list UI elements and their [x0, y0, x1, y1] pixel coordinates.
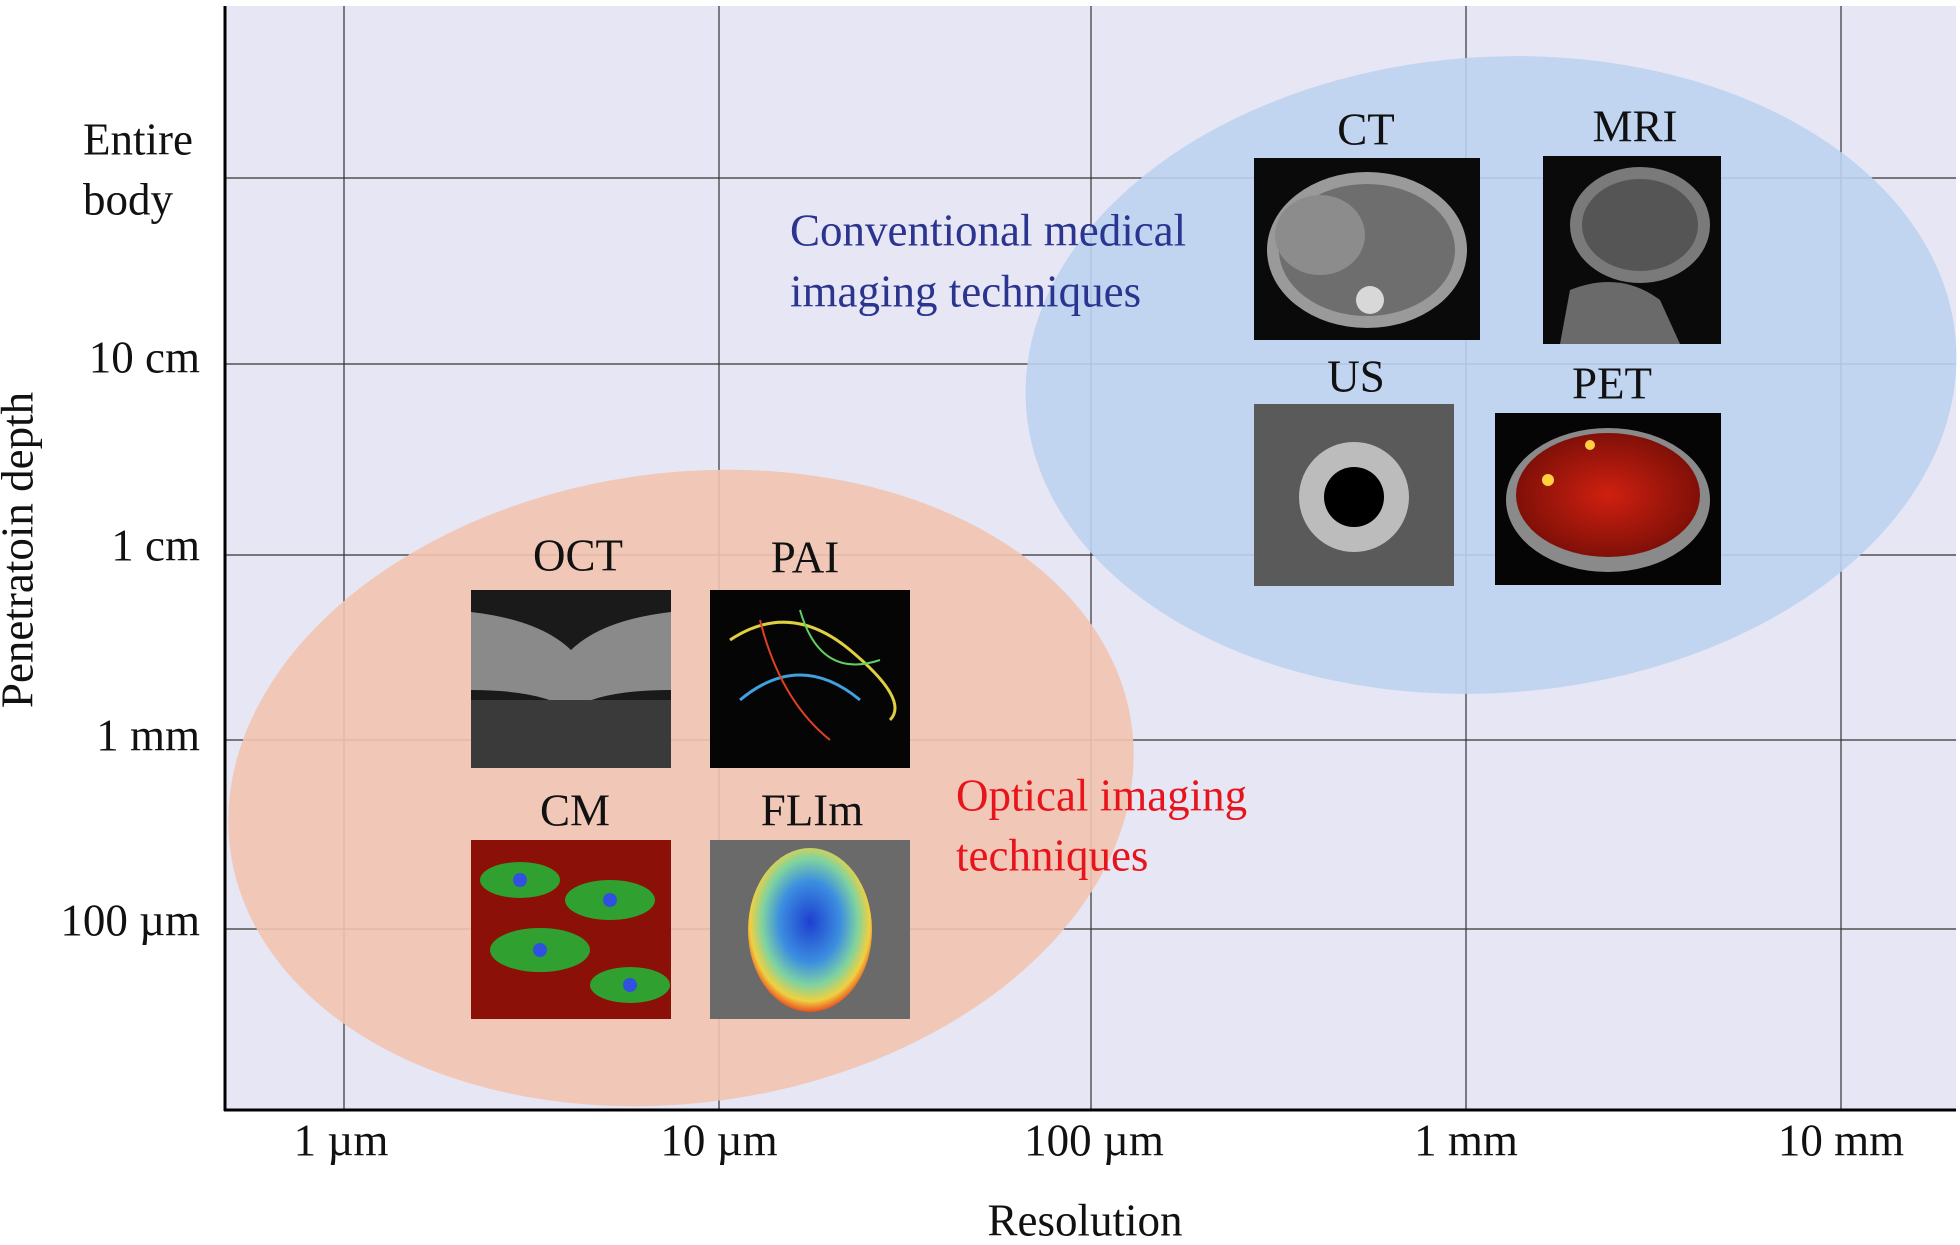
- us-image: [1254, 404, 1454, 586]
- y-tick-label: 1 cm: [111, 520, 200, 570]
- y-axis-label: Penetratoin depth: [0, 392, 42, 708]
- region-label: imaging techniques: [790, 266, 1141, 316]
- y-tick-label: 1 mm: [96, 710, 200, 760]
- x-tick-label: 1 mm: [1414, 1115, 1518, 1165]
- mri-image: [1543, 156, 1721, 344]
- oct-image: [471, 590, 671, 768]
- image-label: PET: [1572, 358, 1652, 408]
- region-label: techniques: [956, 830, 1148, 880]
- image-label: CT: [1337, 104, 1395, 154]
- x-tick-label: 10 µm: [660, 1115, 777, 1165]
- y-tick-label: Entire: [83, 114, 193, 164]
- image-label: FLIm: [761, 785, 864, 835]
- x-tick-label: 1 µm: [294, 1115, 389, 1165]
- y-tick-label: 100 µm: [60, 895, 200, 945]
- region-label: Conventional medical: [790, 205, 1186, 255]
- image-label: PAI: [771, 532, 839, 582]
- ct-image: [1254, 158, 1480, 340]
- x-axis-label: Resolution: [987, 1195, 1182, 1245]
- pai-image: [710, 590, 910, 768]
- pet-image: [1495, 413, 1721, 585]
- image-label: MRI: [1592, 101, 1677, 151]
- region-label: Optical imaging: [956, 770, 1247, 820]
- x-tick-label: 10 mm: [1778, 1115, 1904, 1165]
- image-label: OCT: [533, 530, 623, 580]
- flim-image: [710, 840, 910, 1019]
- image-label: US: [1327, 351, 1385, 401]
- x-tick-label: 100 µm: [1024, 1115, 1164, 1165]
- image-label: CM: [540, 785, 610, 835]
- cm-image: [471, 840, 671, 1019]
- y-tick-label: body: [83, 174, 174, 224]
- y-tick-label: 10 cm: [89, 332, 200, 382]
